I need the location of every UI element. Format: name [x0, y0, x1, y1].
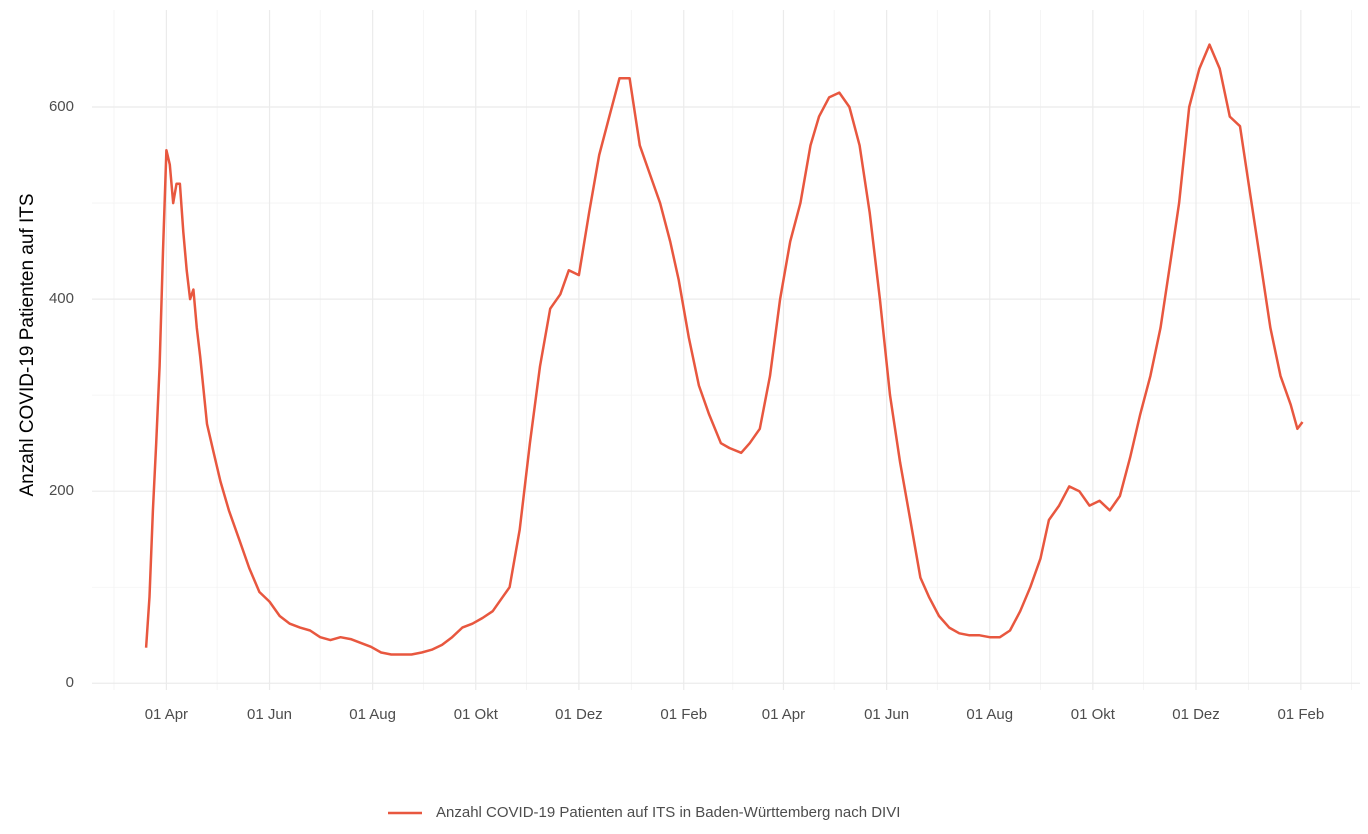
x-tick-label: 01 Jun: [864, 706, 909, 723]
data-line: [144, 43, 1304, 656]
x-tick-label: 01 Feb: [660, 706, 707, 723]
x-tick-label: 01 Jun: [247, 706, 292, 723]
legend-label: Anzahl COVID-19 Patienten auf ITS in Bad…: [436, 804, 900, 821]
x-tick-label: 01 Dez: [1172, 706, 1220, 723]
x-tick-label: 01 Okt: [1071, 706, 1116, 723]
y-tick-label: 600: [49, 98, 74, 115]
x-tick-label: 01 Aug: [966, 706, 1013, 723]
x-tick-label: 01 Okt: [454, 706, 499, 723]
y-tick-label: 0: [66, 674, 74, 691]
x-tick-label: 01 Apr: [145, 706, 188, 723]
x-tick-label: 01 Aug: [349, 706, 396, 723]
y-tick-label: 400: [49, 290, 74, 307]
y-tick-label: 200: [49, 482, 74, 499]
x-tick-label: 01 Feb: [1277, 706, 1324, 723]
y-axis-label: Anzahl COVID-19 Patienten auf ITS: [17, 193, 38, 496]
x-tick-label: 01 Apr: [762, 706, 805, 723]
x-tick-label: 01 Dez: [555, 706, 603, 723]
